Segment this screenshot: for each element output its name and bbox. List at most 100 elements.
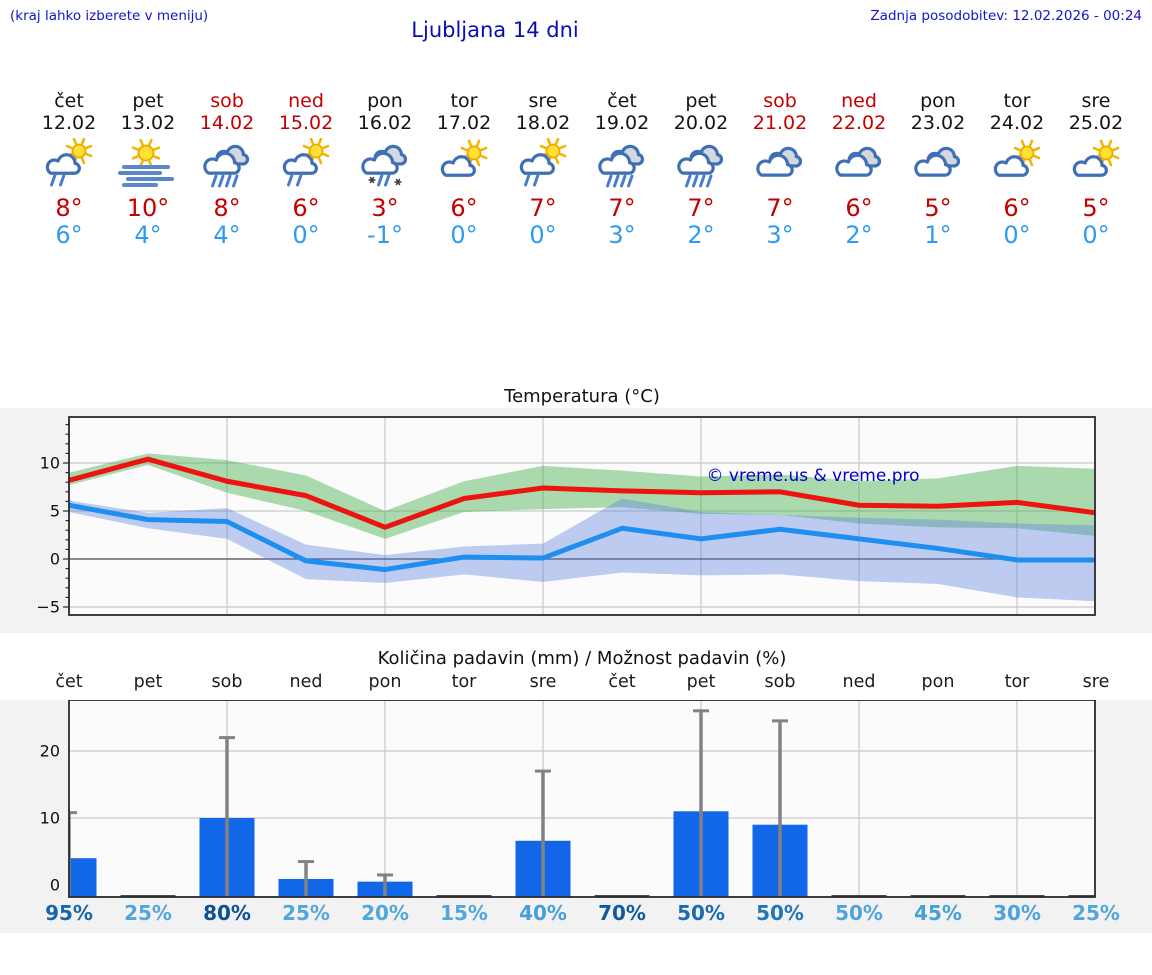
sun-cloud-icon [1064,138,1128,194]
day-date: 23.02 [910,112,966,134]
svg-text:0: 0 [50,550,60,569]
precip-probability: 40% [519,901,567,925]
cloud-rain-icon [590,138,654,194]
day-column: sre 18.02 7° 0° [504,88,583,256]
precipitation-chart: 0 10 20 95% 25% 80% 25% 20% 15% 40% 70% 50% 50% 50% 4… [0,700,1152,933]
precip-day-label: pon [368,672,402,692]
temp-max: 6° [845,194,873,222]
sun-cloud-icon [985,138,1049,194]
precip-probability: 30% [993,901,1041,925]
day-date: 25.02 [1068,112,1124,134]
day-column: tor 17.02 6° 0° [425,88,504,256]
temp-min: 3° [766,221,794,249]
svg-text:10: 10 [40,809,60,828]
precip-probability: 25% [1072,901,1120,925]
day-name: ned [841,90,877,112]
day-name: čet [54,90,84,112]
day-date: 24.02 [989,112,1045,134]
precip-probability: 50% [677,901,725,925]
day-column: ned 15.02 6° 0° [267,88,346,256]
precipitation-plot: 0 10 20 [40,700,1096,898]
day-column: tor 24.02 6° 0° [978,88,1057,256]
day-date: 22.02 [831,112,887,134]
temp-min: 0° [1003,221,1031,249]
day-name: sob [763,90,797,112]
temp-max: 5° [924,194,952,222]
precip-probability: 25% [124,901,172,925]
temp-max: 8° [55,194,83,222]
day-name: čet [607,90,637,112]
day-date: 13.02 [120,112,176,134]
day-column: pon 16.02 3° -1° [346,88,425,256]
precip-probability: 70% [598,901,646,925]
temp-min: 2° [687,221,715,249]
precip-probability: 50% [756,901,804,925]
precip-day-label: sre [1082,672,1110,692]
temp-min: 0° [292,221,320,249]
day-column: sre 25.02 5° 0° [1057,88,1136,256]
sun-cloud-rain-icon [511,138,575,194]
temp-min: 6° [55,221,83,249]
watermark: © vreme.us & vreme.pro [706,466,920,486]
clouds-icon [906,138,970,194]
day-name: tor [1003,90,1031,112]
precip-day-label: pet [133,672,163,692]
day-date: 20.02 [673,112,729,134]
temp-min: 3° [608,221,636,249]
precip-probability: 95% [45,901,93,925]
day-date: 17.02 [436,112,492,134]
sun-cloud-rain-icon [37,138,101,194]
day-column: sob 21.02 7° 3° [741,88,820,256]
svg-text:10: 10 [40,454,60,473]
svg-text:5: 5 [50,502,60,521]
day-column: čet 19.02 7° 3° [583,88,662,256]
precip-probability: 25% [282,901,330,925]
day-name: sob [210,90,244,112]
day-column: sob 14.02 8° 4° [188,88,267,256]
temp-min: -1° [367,221,403,249]
day-name: pet [685,90,717,112]
temp-max: 5° [1082,194,1110,222]
day-name: pet [132,90,164,112]
clouds-icon [748,138,812,194]
temp-max: 8° [213,194,241,222]
precip-day-label: čet [55,672,83,692]
day-name: sre [528,90,558,112]
temp-max: 10° [126,194,170,222]
temperature-plot: −5 0 5 10 [36,416,1096,617]
day-name: tor [450,90,478,112]
page-title: Ljubljana 14 dni [411,18,579,42]
last-update-label: Zadnja posodobitev: 12.02.2026 - 00:24 [870,8,1142,24]
temp-max: 7° [608,194,636,222]
precip-day-label: pet [686,672,716,692]
sun-fog-icon [116,138,180,194]
menu-hint-note: (kraj lahko izberete v meniju) [10,8,209,24]
forecast-strip: čet 12.02 8° 6° pet 13.02 10° 4° sob 14.02 8° 4° ned… [0,88,1152,256]
precip-probability: 15% [440,901,488,925]
precip-probability: 80% [203,901,251,925]
svg-text:−5: −5 [36,598,60,617]
day-column: pet 13.02 10° 4° [109,88,188,256]
day-name: sre [1081,90,1111,112]
sun-cloud-icon [432,138,496,194]
temperature-chart: −5 0 5 10 © vreme.us & vreme.pro [0,408,1152,633]
precip-probability: 45% [914,901,962,925]
temp-min: 1° [924,221,952,249]
precipitation-day-labels: čet pet sob ned pon tor sre čet pet sob ned pon tor s… [0,672,1152,698]
day-date: 12.02 [41,112,97,134]
day-date: 14.02 [199,112,255,134]
precip-day-label: sob [211,672,243,692]
sun-cloud-rain-icon [274,138,338,194]
temp-min: 0° [529,221,557,249]
temp-max: 3° [371,194,399,222]
precip-day-label: sob [764,672,796,692]
day-date: 15.02 [278,112,334,134]
temp-min: 4° [134,221,162,249]
day-name: pon [920,90,956,112]
temp-min: 0° [1082,221,1110,249]
day-date: 18.02 [515,112,571,134]
temp-max: 7° [529,194,557,222]
precip-probability: 50% [835,901,883,925]
temp-max: 6° [450,194,478,222]
